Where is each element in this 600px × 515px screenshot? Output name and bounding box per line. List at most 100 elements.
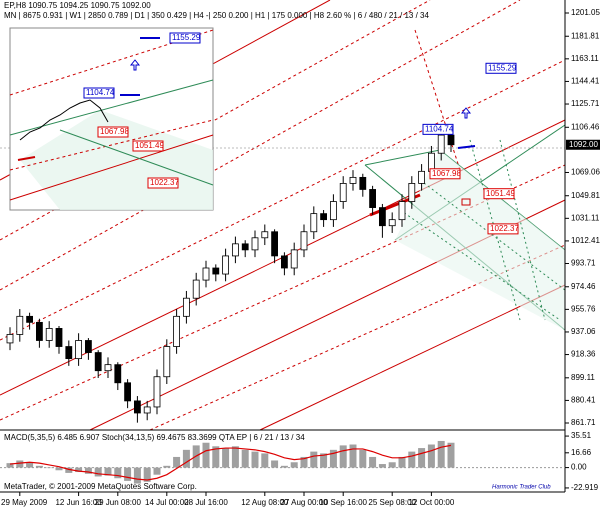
x-tick-label: 14 Jul 00:00 — [145, 498, 189, 507]
histogram-bar — [202, 442, 210, 468]
candle-body — [104, 364, 112, 372]
y-tick-label: 1163.11 — [571, 54, 599, 63]
histogram-bar — [133, 467, 141, 484]
y-tick-label: 861.71 — [571, 418, 596, 427]
histogram-bar — [427, 444, 435, 468]
price-label: 1051.49 — [486, 189, 515, 198]
histogram-bar — [124, 467, 132, 481]
histogram-bar — [45, 467, 53, 469]
y-tick-label: 1106.46 — [571, 122, 600, 131]
candle-body — [124, 382, 131, 402]
inset-label-box — [169, 32, 201, 44]
candle-body — [114, 364, 122, 384]
inset-label-box — [97, 126, 129, 138]
histogram-bar — [153, 467, 161, 475]
price-label-box — [429, 168, 461, 180]
histogram-bar — [222, 448, 230, 468]
y-tick-label: 1181.81 — [571, 31, 600, 40]
histogram-bar — [65, 467, 73, 473]
y-tick-label: 1049.81 — [571, 191, 600, 200]
price-label-box — [422, 123, 454, 135]
price-label: 1022.37 — [490, 224, 519, 233]
candle-body — [369, 189, 377, 208]
candle-body — [16, 315, 24, 335]
x-tick-label: 29 May 2009 — [1, 498, 48, 507]
y-tick-label: 880.41 — [571, 396, 596, 405]
candle-body — [300, 231, 308, 251]
candle-body — [447, 134, 455, 146]
candle-body — [182, 297, 190, 317]
inset-label: 1155.29 — [172, 33, 201, 42]
inset-label: 1067.98 — [100, 127, 129, 136]
inset-label: 1104.74 — [86, 88, 115, 97]
histogram-bar — [310, 451, 318, 468]
y-tick-label: 1144.41 — [571, 77, 600, 86]
x-tick-label: 29 Jun 08:00 — [95, 498, 142, 507]
candle-body — [388, 219, 396, 227]
histogram-bar — [16, 460, 24, 468]
histogram-bar — [261, 453, 269, 468]
indicator-title: MACD(5,35,5) 6.485 6.907 Stoch(34,13,5) … — [4, 433, 305, 442]
histogram-bar — [418, 448, 426, 468]
candle-body — [202, 267, 210, 281]
histogram-bar — [329, 449, 337, 468]
candle-body — [75, 340, 82, 360]
candle-body — [26, 315, 34, 323]
candle-body — [153, 376, 161, 408]
histogram-bar — [408, 451, 416, 468]
histogram-bar — [173, 456, 181, 468]
inset-label-box — [132, 140, 164, 152]
candle-body — [378, 207, 386, 227]
candle-body — [163, 346, 171, 378]
inset-label-box — [147, 177, 179, 189]
candle-body — [85, 340, 92, 353]
y-tick-label: 1201.05 — [571, 8, 600, 17]
candle-body — [55, 328, 63, 347]
histogram-bar — [369, 456, 377, 468]
footer: MetaTrader, © 2001-2009 MetaQuotes Softw… — [4, 482, 197, 491]
candle-body — [222, 255, 230, 275]
histogram-bar — [104, 467, 112, 476]
y-tick-label: 1069.06 — [571, 168, 600, 177]
inset-label-box — [83, 87, 115, 99]
histogram-bar — [251, 451, 259, 468]
price-label: 1067.98 — [432, 169, 461, 178]
candle-body — [212, 267, 220, 275]
candle-body — [231, 243, 239, 257]
price-label: 1104.74 — [425, 124, 454, 133]
histogram-bar — [26, 462, 34, 468]
histogram-bar — [94, 467, 102, 477]
histogram-bar — [6, 463, 14, 468]
candle-body — [65, 346, 73, 360]
chart-title: EP,H8 1090.75 1094.25 1090.75 1092.00 — [4, 1, 151, 10]
x-tick-label: 12 Jun 16:00 — [55, 498, 102, 507]
indicator-tick-label: 35.51 — [571, 431, 592, 440]
histogram-bar — [378, 464, 386, 468]
candle-body — [133, 400, 141, 414]
candle-body — [271, 231, 279, 257]
candle-body — [6, 334, 14, 344]
inset-label: 1022.37 — [150, 178, 179, 187]
candle-body — [143, 406, 151, 414]
candle-body — [45, 328, 53, 341]
histogram-bar — [114, 467, 122, 479]
candle-body — [349, 176, 357, 184]
x-tick-label: 27 Aug 00:00 — [280, 498, 328, 507]
histogram-bar — [35, 465, 43, 468]
price-label-box — [487, 223, 519, 235]
histogram-bar — [320, 453, 328, 468]
watermark: Harmonic Trader Club — [492, 485, 551, 491]
histogram-bar — [84, 467, 92, 474]
histogram-bar — [388, 462, 396, 468]
y-tick-label: 918.36 — [571, 350, 596, 359]
histogram-bar — [271, 460, 279, 468]
y-tick-label: 937.06 — [571, 327, 596, 336]
candle-body — [173, 315, 181, 347]
candle-body — [192, 279, 200, 299]
chart-subtitle: MN | 8675 0.931 | W1 | 2850 0.789 | D1 |… — [4, 11, 429, 20]
price-label-box — [485, 62, 517, 74]
histogram-bar — [212, 446, 220, 468]
x-tick-label: 28 Jul 16:00 — [184, 498, 228, 507]
candle-body — [251, 237, 259, 251]
candle-body — [241, 243, 249, 251]
